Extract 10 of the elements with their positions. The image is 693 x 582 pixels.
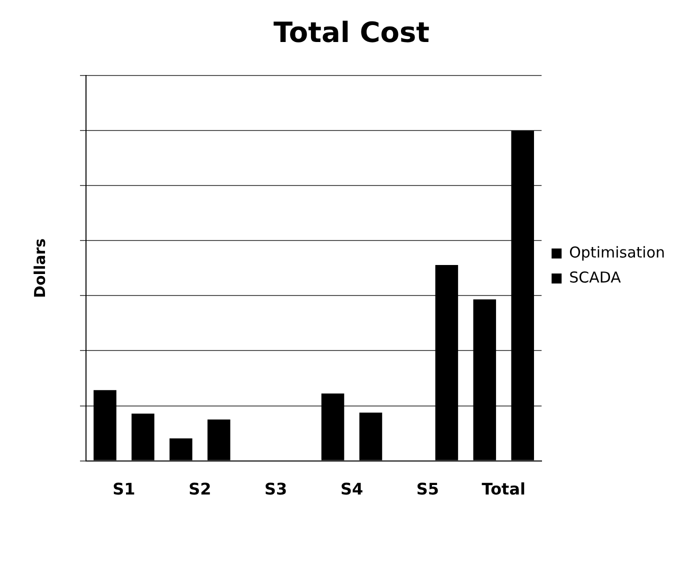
x-tick-label: S5 — [416, 480, 440, 499]
legend-label: Optimisation — [569, 243, 666, 262]
y-axis-title: Dollars — [30, 238, 49, 298]
x-tick-label: S3 — [264, 480, 288, 499]
chart-title: Total Cost — [273, 16, 430, 50]
legend-label: SCADA — [569, 268, 622, 286]
x-tick-label: S4 — [340, 480, 364, 499]
x-tick-label: S2 — [188, 480, 212, 499]
x-tick-label: Total — [482, 480, 526, 499]
x-tick-label: S1 — [112, 480, 136, 499]
